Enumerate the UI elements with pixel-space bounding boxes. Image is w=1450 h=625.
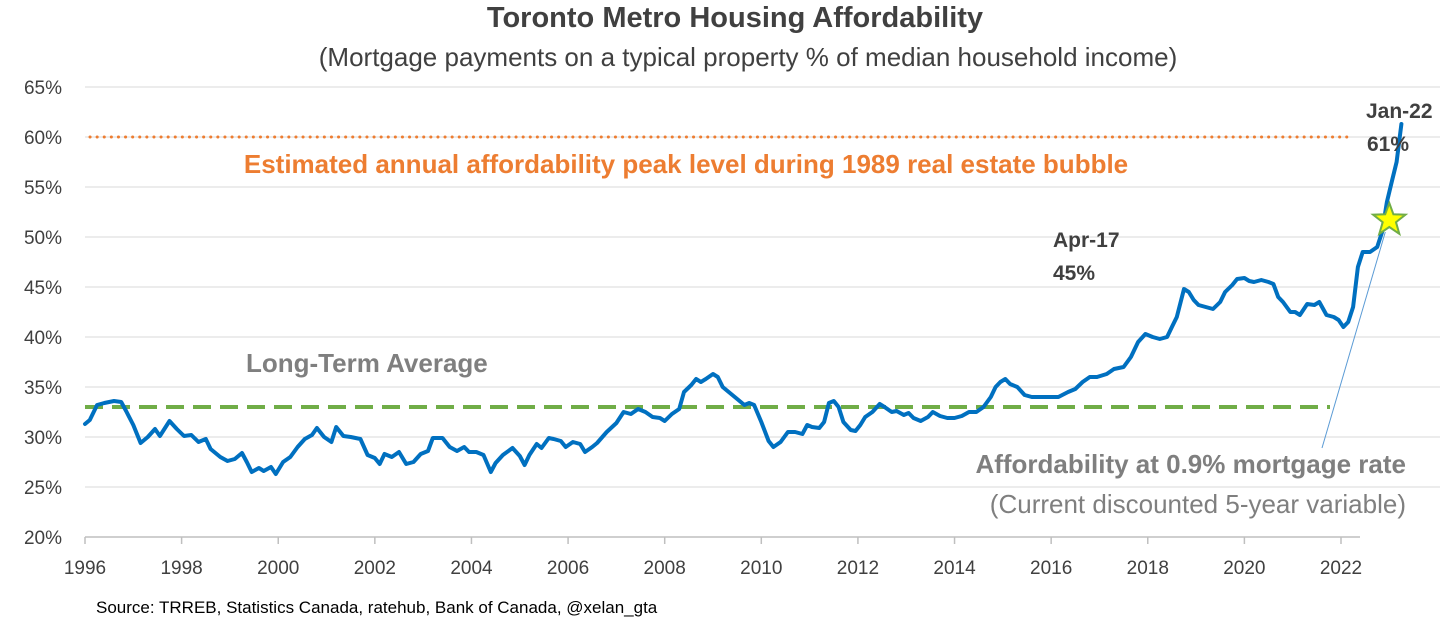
x-tick-label: 2008 — [644, 558, 686, 579]
apr17-date-label: Apr-17 — [1053, 229, 1120, 252]
y-axis: 20% 25% 30% 35% 40% 45% 50% 55% 60% 65% — [24, 78, 1440, 549]
x-tick-label: 2010 — [740, 558, 782, 579]
long-term-average-label: Long-Term Average — [246, 348, 488, 378]
x-tick-label: 2000 — [257, 558, 299, 579]
y-tick-label: 55% — [24, 178, 62, 199]
star-marker — [1370, 200, 1409, 237]
x-tick-label: 2002 — [354, 558, 396, 579]
jan22-value-label: 61% — [1367, 133, 1409, 156]
y-tick-label: 30% — [24, 428, 62, 449]
x-tick-label: 2016 — [1030, 558, 1072, 579]
source-note: Source: TRREB, Statistics Canada, ratehu… — [96, 598, 658, 617]
affordability-series-line — [83, 122, 1404, 476]
rate-annotation-line2: (Current discounted 5-year variable) — [990, 489, 1406, 519]
x-tick-label: 2020 — [1223, 558, 1265, 579]
x-tick-label: 1998 — [160, 558, 202, 579]
rate-annotation-line1: Affordability at 0.9% mortgage rate — [975, 449, 1406, 479]
peak-annotation: Estimated annual affordability peak leve… — [244, 149, 1128, 179]
x-tick-label: 1996 — [64, 558, 106, 579]
x-tick-label: 2006 — [547, 558, 589, 579]
y-tick-label: 65% — [24, 78, 62, 99]
y-tick-label: 50% — [24, 228, 62, 249]
y-tick-label: 60% — [24, 128, 62, 149]
y-tick-label: 25% — [24, 478, 62, 499]
y-tick-label: 45% — [24, 278, 62, 299]
x-tick-label: 2012 — [837, 558, 879, 579]
x-axis: 1996 1998 2000 2002 2004 2006 2008 2010 2012 2014… — [64, 536, 1362, 579]
apr17-value-label: 45% — [1053, 262, 1095, 285]
chart-subtitle: (Mortgage payments on a typical property… — [319, 42, 1177, 72]
star-leader-line — [1321, 231, 1386, 449]
x-tick-label: 2022 — [1320, 558, 1362, 579]
y-tick-label: 20% — [24, 528, 62, 549]
x-tick-label: 2004 — [450, 558, 493, 579]
x-tick-label: 2018 — [1127, 558, 1169, 579]
chart-title: Toronto Metro Housing Affordability — [487, 2, 983, 34]
y-tick-label: 35% — [24, 378, 62, 399]
jan22-date-label: Jan-22 — [1366, 100, 1433, 123]
x-tick-label: 2014 — [933, 558, 976, 579]
y-tick-label: 40% — [24, 328, 62, 349]
